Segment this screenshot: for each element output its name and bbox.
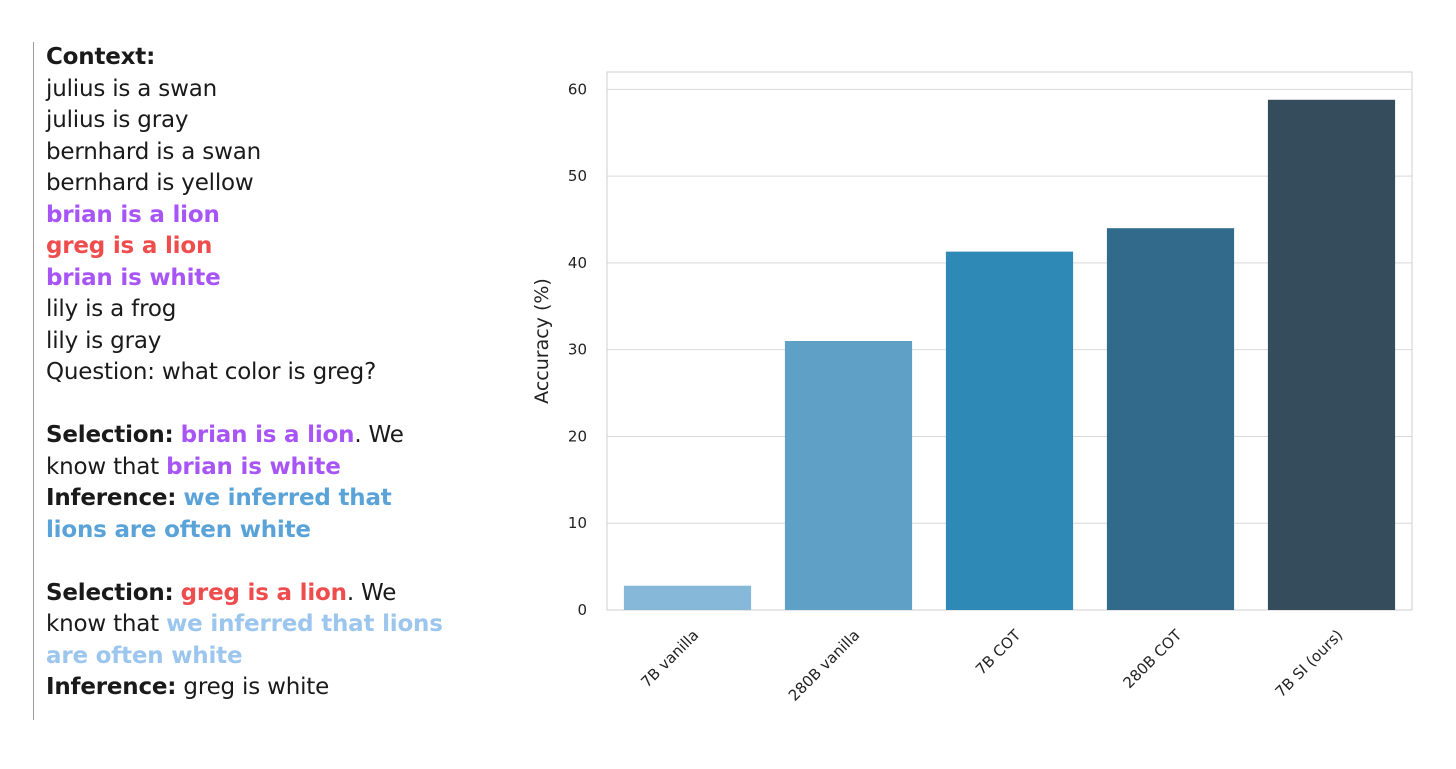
y-tick-label: 20	[568, 427, 587, 445]
step2-selection-line: Selection: greg is a lion. We	[46, 578, 473, 610]
step2-selection-label: Selection:	[46, 579, 174, 606]
step2-selection-suffix: . We	[346, 579, 397, 606]
step1-selection-fact: brian is a lion	[180, 422, 355, 448]
reasoning-text-panel: Context: julius is a swan julius is gray b…	[33, 42, 473, 720]
context-lines: julius is a swan julius is gray bernhard i…	[46, 74, 473, 389]
context-label: Context:	[46, 44, 156, 70]
bar-280b-vanilla	[784, 341, 913, 610]
step2-inference-line: Inference: greg is white	[46, 672, 473, 704]
bar-7b-cot	[945, 251, 1074, 611]
y-tick-label: 40	[568, 254, 587, 272]
y-tick-label: 30	[568, 341, 587, 359]
step1-inference-text-2: lions are often white	[46, 516, 311, 543]
step2-inference-text: greg is white	[183, 674, 330, 700]
step1-selection-suffix: . We	[354, 422, 404, 448]
step1-know-prefix: know that	[46, 453, 159, 480]
y-tick-label: 10	[568, 514, 587, 532]
bar-7b-vanilla	[623, 585, 752, 610]
context-line: brian is white	[46, 264, 221, 291]
step1-inference-text-1: we inferred that	[183, 485, 392, 511]
step2-know-line: know that we inferred that lions	[46, 609, 473, 641]
y-tick-label: 50	[568, 167, 587, 185]
step2-know-fact-2: are often white	[46, 642, 243, 669]
step1-know-fact: brian is white	[166, 453, 341, 480]
step2-know-prefix: know that	[46, 611, 159, 637]
context-line: greg is a lion	[46, 233, 213, 259]
step1-inference-line: Inference: we inferred that	[46, 483, 473, 515]
step2-selection-fact: greg is a lion	[180, 579, 347, 606]
step1-selection-line: Selection: brian is a lion. We	[46, 420, 473, 452]
y-tick-label: 60	[568, 80, 587, 98]
step2-know-fact-1: we inferred that lions	[166, 611, 443, 637]
bar-7b-si-ours	[1267, 99, 1396, 610]
step2-inference-label: Inference:	[46, 674, 177, 700]
x-tick-label: 7B vanilla	[637, 626, 702, 691]
context-line: lily is gray	[46, 327, 162, 354]
x-tick-label: 7B SI (ours)	[1272, 626, 1347, 701]
context-line: julius is a swan	[46, 75, 217, 102]
context-line: brian is a lion	[46, 201, 220, 228]
step1-know-line: know that brian is white	[46, 452, 473, 484]
bar-280b-cot	[1106, 228, 1235, 610]
x-tick-label: 280B COT	[1119, 626, 1185, 692]
step2-know-line-2: are often white	[46, 641, 473, 673]
step1-inference-line-2: lions are often white	[46, 515, 473, 547]
x-tick-label: 280B vanilla	[785, 626, 863, 704]
accuracy-bar-chart: 0 10 20 30 40 50 60 7B vanilla 280B vanilla 7B CO…	[531, 71, 1413, 705]
context-line: Question: what color is greg?	[46, 359, 377, 385]
y-axis-label: Accuracy (%)	[531, 278, 553, 404]
x-tick-label: 7B COT	[972, 626, 1025, 679]
context-line: julius is gray	[46, 107, 189, 133]
step1-selection-label: Selection:	[46, 422, 174, 448]
context-line: lily is a frog	[46, 296, 177, 322]
step1-inference-label: Inference:	[46, 485, 177, 511]
y-tick-label: 0	[577, 601, 587, 619]
context-line: bernhard is yellow	[46, 170, 254, 196]
context-line: bernhard is a swan	[46, 138, 261, 165]
